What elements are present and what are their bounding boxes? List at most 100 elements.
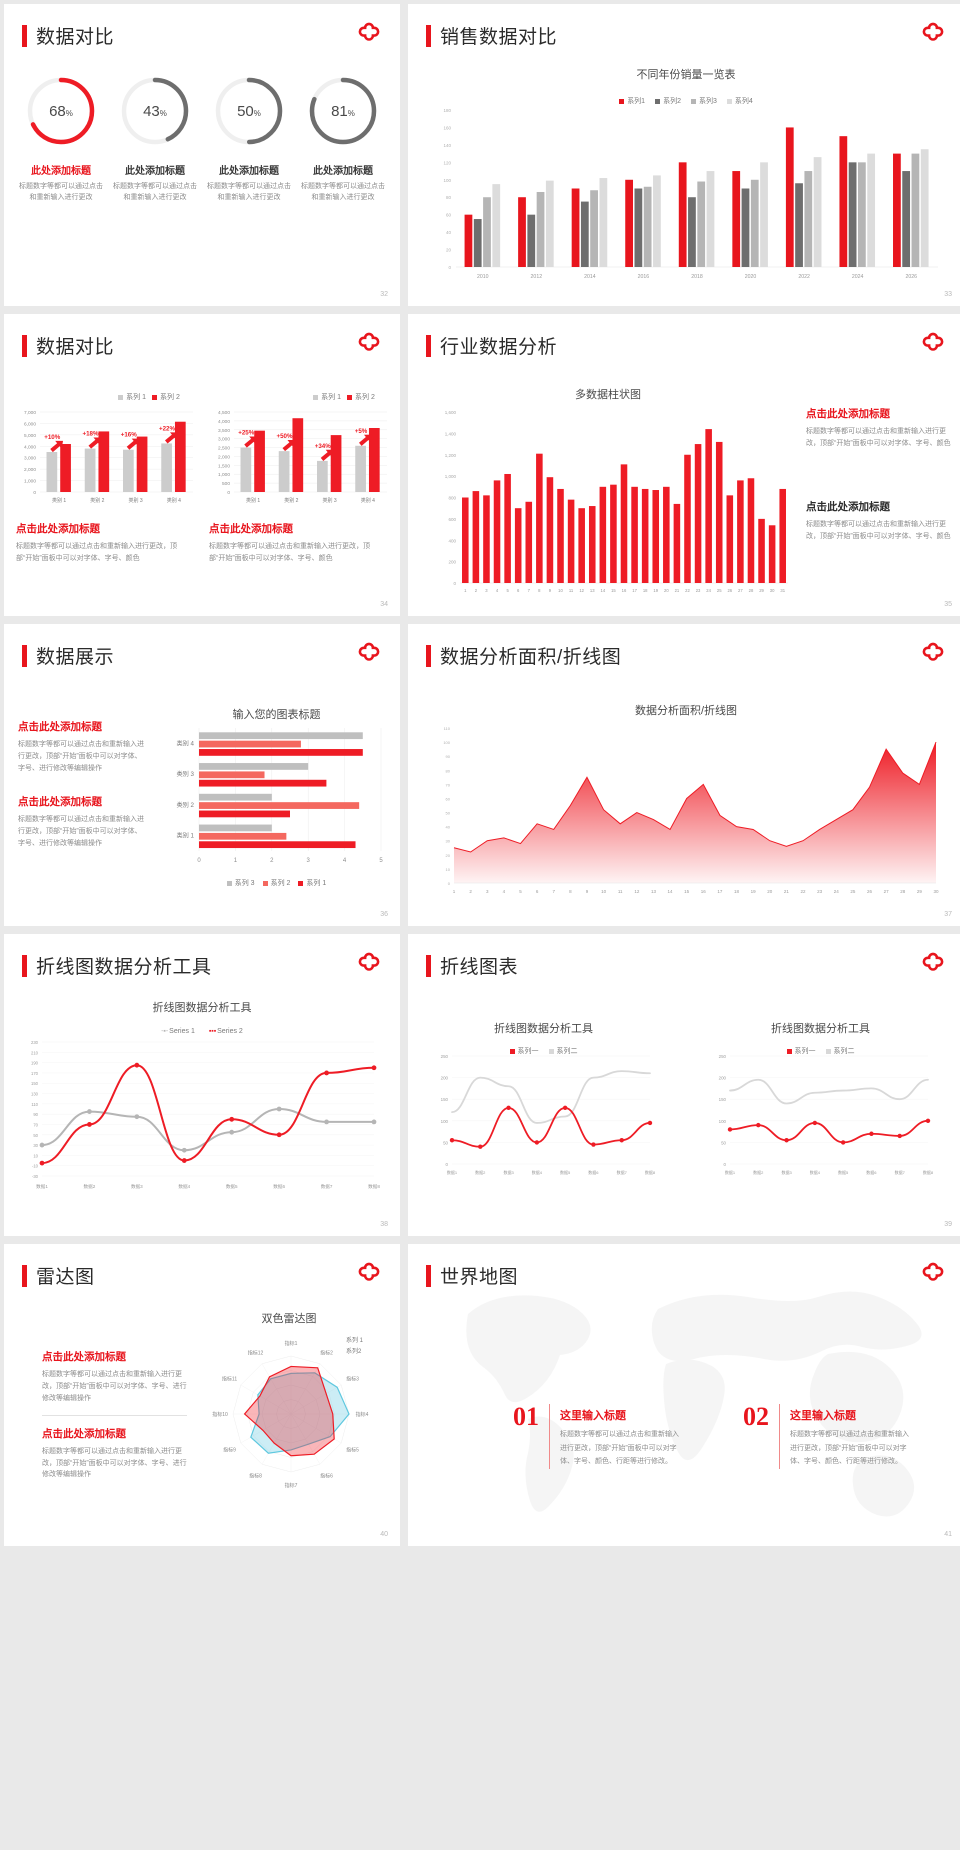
text-body: 标题数字等都可以通过点击和重新输入进行更改，顶部“开始”面板中可以对字体、字号、… — [806, 521, 951, 540]
page-number: 33 — [944, 291, 952, 298]
page-number: 36 — [380, 911, 388, 918]
slide-thumbnail-35[interactable]: 行业数据分析 多数据柱状图 0 200 400 600 800 1,000 1,200 1,4… — [408, 314, 960, 616]
svg-text:数据3: 数据3 — [781, 1169, 792, 1175]
text-body: 标题数字等都可以通过点击和重新输入进行更改，顶部“开始”面板中可以对字体、字号、… — [806, 428, 951, 447]
svg-text:80: 80 — [446, 195, 452, 200]
svg-text:数据7: 数据7 — [321, 1183, 333, 1190]
donut-value: 43% — [143, 102, 167, 120]
svg-text:指标9: 指标9 — [223, 1447, 236, 1454]
slide-thumbnail-40[interactable]: 雷达图 点击此处添加标题 标题数字等都可以通过点击和重新输入进行更改，顶部“开始… — [4, 1244, 400, 1546]
legend-item: 系列一 — [786, 1046, 816, 1056]
legend-item: 系列2 — [655, 96, 681, 106]
slide-thumbnail-39[interactable]: 折线图表 折线图数据分析工具 系列一 系列二 0 50 100 150 200 250 数据… — [408, 934, 960, 1236]
text-block: 点击此处添加标题 标题数字等都可以通过点击和重新输入进行更改，顶部“开始”面板中… — [209, 521, 384, 565]
chart-title: 折线图数据分析工具 — [494, 1023, 593, 1035]
svg-text:指标3: 指标3 — [346, 1376, 359, 1383]
slide-thumbnail-37[interactable]: 数据分析面积/折线图 数据分析面积/折线图 0 10 20 30 40 50 60 70 80 9… — [408, 624, 960, 926]
slide-thumbnail-32[interactable]: 数据对比 68% 此处添加标题 标题数字等都可以通过点击和重新输入进行更改 — [4, 4, 400, 306]
svg-text:12: 12 — [579, 588, 584, 593]
text-block: 点击此处添加标题 标题数字等都可以通过点击和重新输入进行更改，顶部“开始”面板中… — [18, 794, 148, 850]
svg-text:21: 21 — [675, 588, 680, 593]
svg-text:3: 3 — [486, 889, 489, 894]
page-title: 折线图表 — [440, 957, 519, 978]
legend-item: 系列二 — [825, 1046, 855, 1056]
slide-thumbnail-36[interactable]: 数据展示 点击此处添加标题 标题数字等都可以通过点击和重新输入进行更改，顶部“开… — [4, 624, 400, 926]
legend-item: 系列3 — [691, 96, 717, 106]
svg-text:数据5: 数据5 — [560, 1169, 571, 1175]
slide-thumbnail-41[interactable]: 世界地图 01 这里输入标题 标题数字等都可以通过点击和重新输入进行更改，顶部“… — [408, 1244, 960, 1546]
svg-text:0: 0 — [448, 265, 451, 270]
svg-text:50: 50 — [446, 811, 451, 816]
donut-chart: 81% — [306, 74, 380, 148]
svg-text:11: 11 — [569, 588, 574, 593]
svg-text:28: 28 — [900, 889, 906, 894]
svg-text:19: 19 — [751, 889, 757, 894]
svg-text:20: 20 — [446, 248, 452, 253]
world-map-background — [466, 1291, 922, 1517]
svg-text:230: 230 — [31, 1040, 39, 1045]
svg-text:210: 210 — [31, 1050, 39, 1055]
chart-title: 不同年份销量一览表 — [636, 69, 736, 81]
chart-legend: 系列一 系列二 — [426, 1046, 661, 1056]
svg-text:29: 29 — [917, 889, 923, 894]
legend-item: 系列1 — [619, 96, 645, 106]
legend-item: 系列 1 — [118, 392, 146, 402]
svg-text:指标6: 指标6 — [320, 1472, 333, 1479]
donut-item[interactable]: 43% 此处添加标题 标题数字等都可以通过点击和重新输入进行更改 — [112, 74, 198, 204]
donut-item[interactable]: 50% 此处添加标题 标题数字等都可以通过点击和重新输入进行更改 — [206, 74, 292, 204]
svg-text:7,000: 7,000 — [24, 410, 36, 416]
svg-text:0: 0 — [33, 490, 36, 496]
donut-chart: 68% — [24, 74, 98, 148]
svg-text:1: 1 — [453, 889, 456, 894]
svg-text:4,500: 4,500 — [218, 410, 230, 416]
donut-group: 68% 此处添加标题 标题数字等都可以通过点击和重新输入进行更改 43% 此处添… — [18, 74, 386, 204]
chart-legend: 系列1 系列2 系列3 系列4 — [408, 96, 960, 106]
svg-text:25: 25 — [850, 889, 856, 894]
donut-item[interactable]: 81% 此处添加标题 标题数字等都可以通过点击和重新输入进行更改 — [300, 74, 386, 204]
numbered-item[interactable]: 01 这里输入标题 标题数字等都可以通过点击和重新输入进行更改，顶部“开始”面板… — [513, 1404, 683, 1469]
chart-title: 多数据柱状图 — [575, 389, 641, 401]
svg-text:18: 18 — [734, 889, 740, 894]
svg-text:250: 250 — [441, 1054, 449, 1059]
clover-logo-icon — [356, 640, 382, 666]
svg-text:20: 20 — [664, 588, 669, 593]
svg-text:+25%: +25% — [238, 430, 254, 437]
slide-thumbnail-38[interactable]: 折线图数据分析工具 折线图数据分析工具 - ▪ - Series 1 ▪ ▪ ▪… — [4, 934, 400, 1236]
svg-text:-10: -10 — [32, 1164, 39, 1169]
svg-text:1,500: 1,500 — [218, 463, 230, 469]
svg-text:数据1: 数据1 — [447, 1169, 458, 1175]
slide-thumbnail-34[interactable]: 数据对比 系列 1 系列 2 系列 1 系列 2 0 1,000 2,000 3,00… — [4, 314, 400, 616]
svg-text:11: 11 — [618, 889, 623, 894]
svg-text:1,400: 1,400 — [445, 431, 457, 436]
donut-title: 此处添加标题 — [219, 166, 279, 177]
title-accent-bar — [22, 1264, 27, 1287]
line-chart: -30 -10 10 30 50 70 90 110 130 150 170 190 210 230 数据1… — [31, 1040, 380, 1190]
svg-text:2016: 2016 — [638, 274, 650, 280]
svg-text:类别 2: 类别 2 — [90, 497, 104, 504]
svg-text:250: 250 — [719, 1054, 727, 1059]
svg-text:指标8: 指标8 — [249, 1472, 262, 1479]
divider — [42, 1414, 187, 1416]
svg-text:指标10: 指标10 — [212, 1411, 228, 1418]
svg-text:130: 130 — [31, 1092, 39, 1097]
svg-text:指标12: 指标12 — [248, 1350, 264, 1357]
title-accent-bar — [22, 954, 27, 977]
text-heading: 点击此处添加标题 — [42, 1351, 126, 1363]
text-heading: 点击此处添加标题 — [42, 1427, 126, 1440]
text-body: 标题数字等都可以通过点击和重新输入进行更改，顶部“开始”面板中可以对字体、字号、… — [18, 816, 144, 847]
svg-text:指标4: 指标4 — [356, 1411, 369, 1418]
svg-text:数据5: 数据5 — [838, 1169, 849, 1175]
donut-desc: 标题数字等都可以通过点击和重新输入进行更改 — [113, 183, 197, 201]
svg-text:5: 5 — [379, 858, 383, 864]
numbered-item[interactable]: 02 这里输入标题 标题数字等都可以通过点击和重新输入进行更改，顶部“开始”面板… — [743, 1404, 913, 1469]
slide-thumbnail-33[interactable]: 销售数据对比 不同年份销量一览表 系列1 系列2 系列3 系列4 0 20 40 60… — [408, 4, 960, 306]
svg-text:0: 0 — [227, 490, 230, 496]
donut-value: 81% — [331, 102, 355, 120]
legend-item: 系列 3 — [226, 878, 255, 888]
svg-text:60: 60 — [446, 213, 452, 218]
svg-text:30: 30 — [446, 839, 451, 844]
donut-item[interactable]: 68% 此处添加标题 标题数字等都可以通过点击和重新输入进行更改 — [18, 74, 104, 204]
svg-text:类别 2: 类别 2 — [284, 497, 298, 504]
svg-text:400: 400 — [448, 538, 456, 543]
